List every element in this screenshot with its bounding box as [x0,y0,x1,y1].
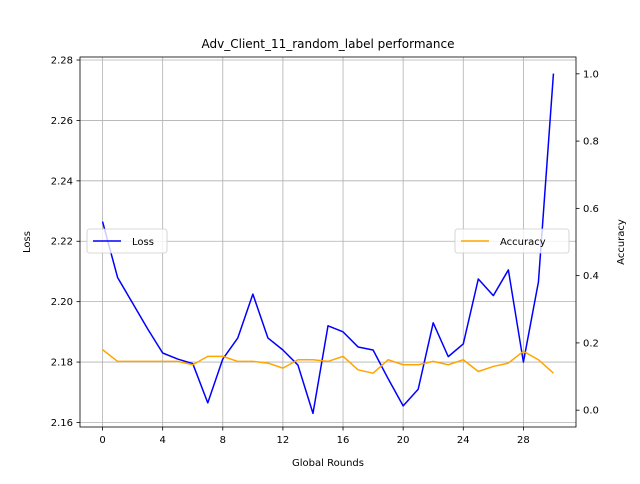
y-tick-label-right: 0.2 [583,338,599,349]
y-tick-label-left: 2.26 [51,116,73,127]
series-layer [101,73,555,415]
y-tick-label-right: 0.4 [583,271,599,282]
ticks: 0 4 8 12 16 20 24 28 2.16 2.18 2.20 2.22 2.24 2.26 2.2… [51,56,599,446]
y-tick-label-right: 1.0 [583,69,599,80]
legend-accuracy: Accuracy [454,228,570,254]
y-tick-label-left: 2.24 [51,176,73,187]
y-tick-label-left: 2.20 [51,297,73,308]
legend-box [86,228,168,254]
y-tick-label-left: 2.18 [51,358,73,369]
x-tick-label: 28 [517,435,530,446]
series-line-loss [101,73,555,415]
y-tick-label-right: 0.8 [583,137,599,148]
x-tick-label: 16 [337,435,350,446]
y-axis-label-left: Loss [22,231,33,253]
y-tick-label-left: 2.22 [51,237,73,248]
chart-title: Adv_Client_11_random_label performance [202,37,455,51]
x-tick-label: 20 [397,435,410,446]
x-tick-label: 12 [277,435,290,446]
y-tick-label-left: 2.16 [51,418,73,429]
x-tick-label: 24 [457,435,470,446]
plot-frame [79,56,577,428]
x-axis-label: Global Rounds [292,458,364,469]
x-tick-label: 0 [99,435,105,446]
legend-loss: Loss [86,228,168,254]
x-tick-label: 4 [159,435,165,446]
x-tick-label: 8 [220,435,226,446]
y-tick-label-left: 2.28 [51,56,73,67]
y-tick-label-right: 0.6 [583,204,599,215]
y-tick-label-right: 0.0 [583,406,599,417]
legend-box [454,228,570,254]
y-axis-label-right: Accuracy [616,219,627,265]
series-line-accuracy [102,349,554,374]
legend-label: Accuracy [500,237,546,248]
legends: Loss Accuracy [86,228,570,254]
legend-label: Loss [132,237,154,248]
